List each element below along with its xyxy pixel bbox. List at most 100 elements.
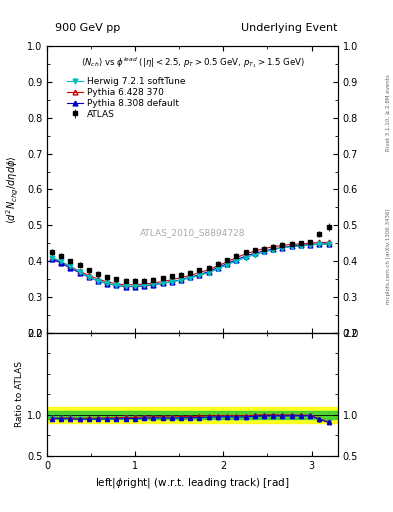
Pythia 8.308 default xyxy=(86,274,91,280)
Pythia 6.428 370 xyxy=(197,269,202,275)
Herwig 7.2.1 softTune xyxy=(206,269,211,275)
Pythia 6.428 370 xyxy=(142,281,147,287)
Herwig 7.2.1 softTune xyxy=(262,249,266,255)
Pythia 8.308 default xyxy=(105,281,110,287)
Herwig 7.2.1 softTune xyxy=(50,254,54,261)
Pythia 8.308 default xyxy=(317,241,322,247)
Y-axis label: Ratio to ATLAS: Ratio to ATLAS xyxy=(15,361,24,427)
Pythia 6.428 370 xyxy=(59,259,63,265)
Pythia 8.308 default xyxy=(280,244,285,250)
Herwig 7.2.1 softTune xyxy=(86,274,91,280)
Pythia 8.308 default xyxy=(160,280,165,286)
Pythia 8.308 default xyxy=(271,246,275,252)
Herwig 7.2.1 softTune xyxy=(197,272,202,279)
Herwig 7.2.1 softTune xyxy=(188,275,193,281)
Herwig 7.2.1 softTune xyxy=(95,278,100,284)
Herwig 7.2.1 softTune xyxy=(178,277,183,283)
Pythia 8.308 default xyxy=(206,268,211,274)
Herwig 7.2.1 softTune xyxy=(317,241,322,247)
Herwig 7.2.1 softTune xyxy=(77,269,82,275)
Pythia 6.428 370 xyxy=(151,280,156,286)
Pythia 8.308 default xyxy=(197,272,202,278)
Herwig 7.2.1 softTune xyxy=(299,243,303,249)
Pythia 6.428 370 xyxy=(160,279,165,285)
Herwig 7.2.1 softTune xyxy=(160,280,165,286)
Herwig 7.2.1 softTune xyxy=(326,241,331,247)
Pythia 6.428 370 xyxy=(86,272,91,279)
Pythia 6.428 370 xyxy=(243,251,248,257)
Pythia 8.308 default xyxy=(114,283,119,289)
Herwig 7.2.1 softTune xyxy=(123,283,128,289)
Pythia 6.428 370 xyxy=(188,272,193,279)
Text: mcplots.cern.ch [arXiv:1306.3436]: mcplots.cern.ch [arXiv:1306.3436] xyxy=(386,208,391,304)
Pythia 6.428 370 xyxy=(317,240,322,246)
Pythia 6.428 370 xyxy=(225,259,230,265)
Herwig 7.2.1 softTune xyxy=(151,281,156,287)
Pythia 6.428 370 xyxy=(289,241,294,247)
Pythia 8.308 default xyxy=(95,278,100,284)
Pythia 8.308 default xyxy=(225,261,230,267)
Text: ATLAS_2010_S8894728: ATLAS_2010_S8894728 xyxy=(140,228,245,237)
Pythia 8.308 default xyxy=(59,260,63,266)
Pythia 6.428 370 xyxy=(252,248,257,254)
Pythia 6.428 370 xyxy=(326,240,331,246)
Pythia 6.428 370 xyxy=(95,276,100,282)
Herwig 7.2.1 softTune xyxy=(142,283,147,289)
Y-axis label: $\langle d^2 N_{chg}/d\eta d\phi \rangle$: $\langle d^2 N_{chg}/d\eta d\phi \rangle… xyxy=(5,155,21,224)
Legend: Herwig 7.2.1 softTune, Pythia 6.428 370, Pythia 8.308 default, ATLAS: Herwig 7.2.1 softTune, Pythia 6.428 370,… xyxy=(63,74,189,122)
Pythia 8.308 default xyxy=(252,250,257,257)
Pythia 6.428 370 xyxy=(215,263,220,269)
Herwig 7.2.1 softTune xyxy=(169,279,174,285)
Line: Pythia 6.428 370: Pythia 6.428 370 xyxy=(49,240,331,287)
Herwig 7.2.1 softTune xyxy=(105,280,110,286)
Line: Herwig 7.2.1 softTune: Herwig 7.2.1 softTune xyxy=(49,242,331,289)
Pythia 8.308 default xyxy=(169,279,174,285)
Pythia 8.308 default xyxy=(299,242,303,248)
Text: Rivet 3.1.10, ≥ 2.8M events: Rivet 3.1.10, ≥ 2.8M events xyxy=(386,74,391,151)
Pythia 6.428 370 xyxy=(262,245,266,251)
Pythia 6.428 370 xyxy=(206,267,211,273)
Herwig 7.2.1 softTune xyxy=(234,258,239,264)
Pythia 8.308 default xyxy=(289,243,294,249)
Herwig 7.2.1 softTune xyxy=(132,283,137,289)
Pythia 6.428 370 xyxy=(132,282,137,288)
Pythia 8.308 default xyxy=(68,265,73,271)
Pythia 8.308 default xyxy=(188,274,193,280)
Pythia 8.308 default xyxy=(123,284,128,290)
Pythia 6.428 370 xyxy=(50,255,54,261)
Bar xyxy=(47,411,338,419)
Pythia 8.308 default xyxy=(234,257,239,263)
Bar xyxy=(47,407,338,423)
Pythia 8.308 default xyxy=(50,256,54,262)
Pythia 8.308 default xyxy=(151,282,156,288)
Herwig 7.2.1 softTune xyxy=(280,245,285,251)
Herwig 7.2.1 softTune xyxy=(59,258,63,264)
Line: Pythia 8.308 default: Pythia 8.308 default xyxy=(49,242,331,289)
Herwig 7.2.1 softTune xyxy=(243,254,248,261)
Pythia 8.308 default xyxy=(326,241,331,247)
Pythia 6.428 370 xyxy=(271,244,275,250)
Pythia 6.428 370 xyxy=(68,263,73,269)
Herwig 7.2.1 softTune xyxy=(68,263,73,269)
Pythia 6.428 370 xyxy=(169,276,174,283)
Pythia 6.428 370 xyxy=(299,241,303,247)
Pythia 8.308 default xyxy=(243,253,248,259)
Herwig 7.2.1 softTune xyxy=(252,251,257,258)
Pythia 8.308 default xyxy=(77,269,82,275)
Text: $\langle N_{ch} \rangle$ vs $\phi^{lead}$ ($|\eta| < 2.5$, $p_T > 0.5$ GeV, $p_{: $\langle N_{ch} \rangle$ vs $\phi^{lead}… xyxy=(81,55,305,70)
Pythia 8.308 default xyxy=(215,265,220,271)
Herwig 7.2.1 softTune xyxy=(308,242,312,248)
Text: Underlying Event: Underlying Event xyxy=(241,23,338,33)
Pythia 6.428 370 xyxy=(178,274,183,281)
Herwig 7.2.1 softTune xyxy=(271,247,275,253)
Text: 900 GeV pp: 900 GeV pp xyxy=(55,23,120,33)
Pythia 6.428 370 xyxy=(308,240,312,246)
Pythia 8.308 default xyxy=(262,248,266,254)
Herwig 7.2.1 softTune xyxy=(114,283,119,289)
Pythia 8.308 default xyxy=(178,276,183,283)
Pythia 6.428 370 xyxy=(123,282,128,288)
Herwig 7.2.1 softTune xyxy=(225,262,230,268)
Herwig 7.2.1 softTune xyxy=(289,244,294,250)
Pythia 6.428 370 xyxy=(114,281,119,287)
Pythia 6.428 370 xyxy=(77,268,82,274)
